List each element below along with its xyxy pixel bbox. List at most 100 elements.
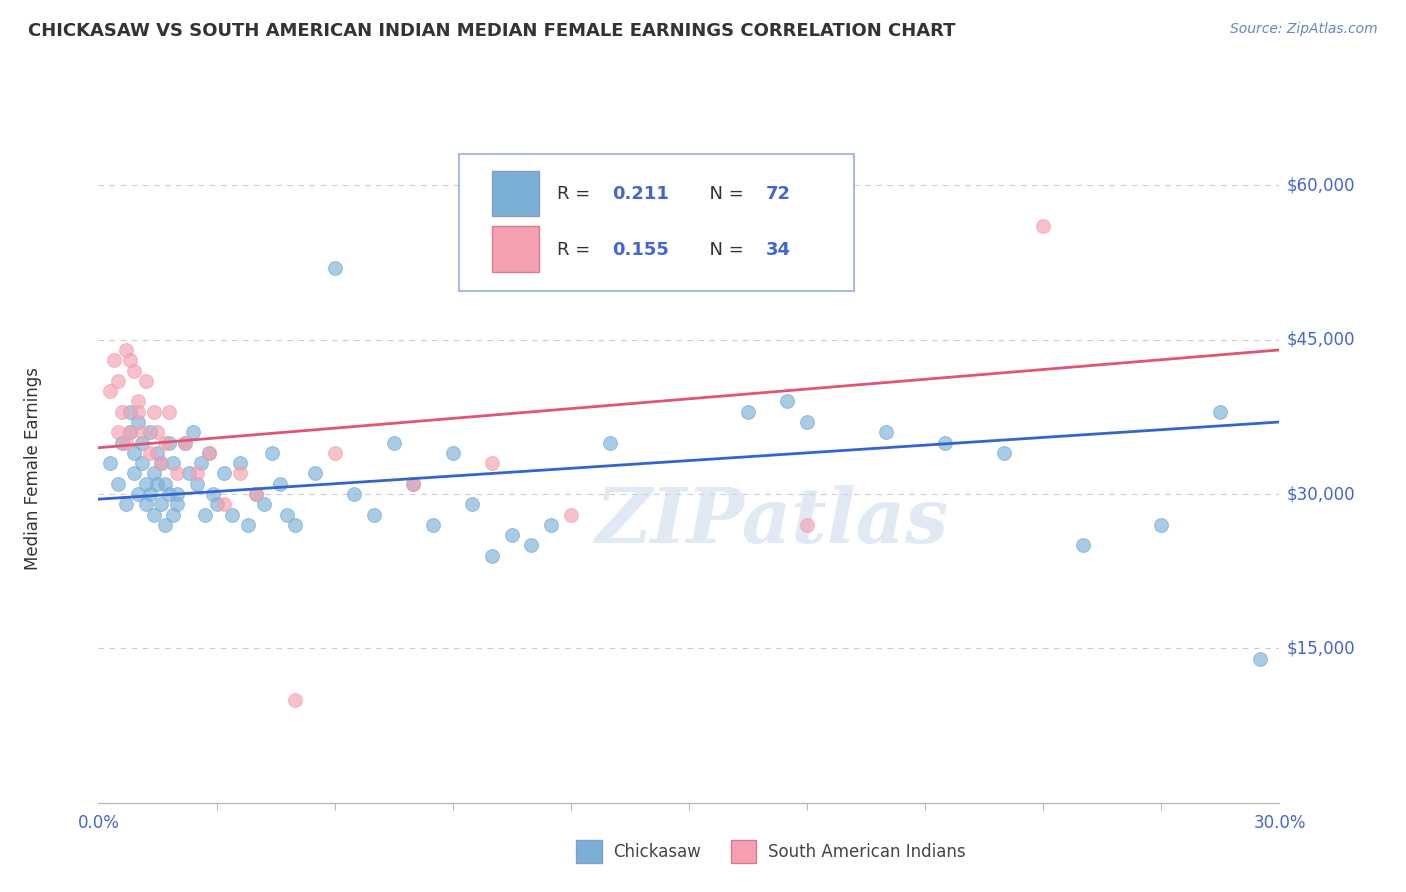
Point <box>520 539 543 553</box>
Point <box>111 405 134 419</box>
Point <box>186 467 208 481</box>
Point <box>441 446 464 460</box>
Point <box>540 517 562 532</box>
Point <box>127 415 149 429</box>
Point <box>122 363 145 377</box>
Point <box>201 487 224 501</box>
Point <box>98 384 121 398</box>
Point <box>122 467 145 481</box>
Point <box>1249 651 1271 665</box>
Point <box>214 467 236 481</box>
Point <box>127 394 149 409</box>
Point <box>135 476 157 491</box>
Text: Chickasaw: Chickasaw <box>613 843 702 861</box>
Point <box>402 476 425 491</box>
Text: ZIPatlas: ZIPatlas <box>595 485 948 558</box>
Point <box>142 508 165 522</box>
Point <box>115 497 138 511</box>
Point <box>138 425 160 440</box>
Point <box>157 435 180 450</box>
Point <box>260 446 283 460</box>
Point <box>131 425 153 440</box>
Point <box>131 435 153 450</box>
Point <box>150 456 173 470</box>
Point <box>796 415 818 429</box>
Point <box>107 476 129 491</box>
Text: N =: N = <box>699 185 749 203</box>
Point <box>103 353 125 368</box>
Point <box>115 435 138 450</box>
Point <box>174 435 197 450</box>
Point <box>269 476 291 491</box>
Text: $15,000: $15,000 <box>1286 640 1355 657</box>
Point <box>197 446 219 460</box>
Point <box>127 487 149 501</box>
Point <box>157 405 180 419</box>
Point <box>343 487 366 501</box>
FancyBboxPatch shape <box>458 154 855 291</box>
Point <box>118 353 141 368</box>
Point <box>501 528 523 542</box>
Point <box>166 497 188 511</box>
Point <box>162 508 184 522</box>
Point <box>138 487 160 501</box>
Point <box>205 497 228 511</box>
Text: 72: 72 <box>766 185 790 203</box>
Text: $45,000: $45,000 <box>1286 331 1355 349</box>
Point <box>146 425 169 440</box>
Point <box>284 693 307 707</box>
Text: R =: R = <box>557 185 596 203</box>
Point <box>245 487 267 501</box>
Point <box>382 435 405 450</box>
Point <box>174 435 197 450</box>
Text: $60,000: $60,000 <box>1286 177 1355 194</box>
Point <box>245 487 267 501</box>
Point <box>253 497 276 511</box>
Point <box>214 497 236 511</box>
Point <box>135 374 157 388</box>
Point <box>190 456 212 470</box>
Point <box>146 476 169 491</box>
Point <box>181 425 204 440</box>
Point <box>194 508 217 522</box>
Text: 34: 34 <box>766 241 790 259</box>
Point <box>142 467 165 481</box>
Point <box>177 467 200 481</box>
Text: Median Female Earnings: Median Female Earnings <box>24 367 42 570</box>
Text: 0.211: 0.211 <box>612 185 669 203</box>
Point <box>323 446 346 460</box>
Text: CHICKASAW VS SOUTH AMERICAN INDIAN MEDIAN FEMALE EARNINGS CORRELATION CHART: CHICKASAW VS SOUTH AMERICAN INDIAN MEDIA… <box>28 22 956 40</box>
Point <box>155 476 177 491</box>
Point <box>461 497 484 511</box>
FancyBboxPatch shape <box>492 170 538 216</box>
Point <box>150 497 173 511</box>
Point <box>138 446 160 460</box>
Point <box>422 517 444 532</box>
Point <box>284 517 307 532</box>
Point <box>150 456 173 470</box>
Point <box>993 446 1015 460</box>
Point <box>122 446 145 460</box>
Point <box>135 497 157 511</box>
Point <box>115 343 138 357</box>
Point <box>1032 219 1054 234</box>
Point <box>118 425 141 440</box>
Point <box>157 487 180 501</box>
Point <box>402 476 425 491</box>
Point <box>229 467 252 481</box>
Point <box>276 508 298 522</box>
Point <box>111 435 134 450</box>
Text: South American Indians: South American Indians <box>768 843 966 861</box>
Text: R =: R = <box>557 241 596 259</box>
Point <box>481 549 503 563</box>
Point <box>166 487 188 501</box>
Point <box>197 446 219 460</box>
Text: 0.155: 0.155 <box>612 241 669 259</box>
Point <box>142 405 165 419</box>
Point <box>323 260 346 275</box>
Point <box>107 374 129 388</box>
Point <box>107 425 129 440</box>
Point <box>599 435 621 450</box>
Point <box>186 476 208 491</box>
Point <box>560 508 582 522</box>
